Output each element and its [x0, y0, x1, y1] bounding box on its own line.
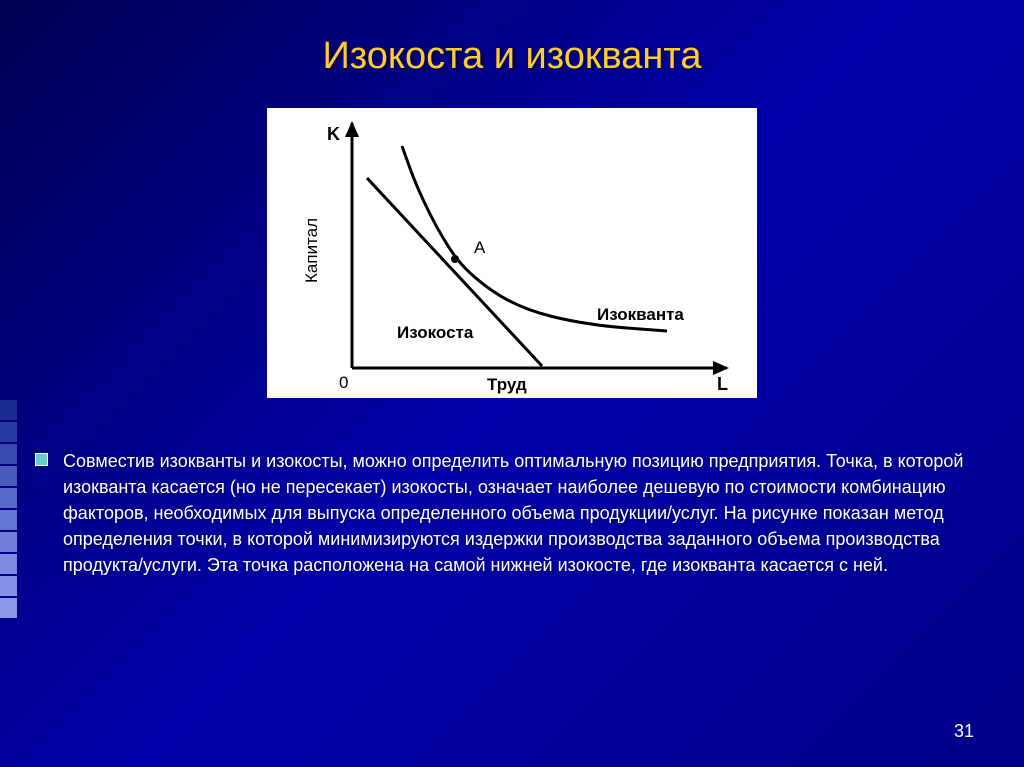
chart-container: K Капитал A Изокоста Изокванта 0 Труд L: [267, 108, 757, 398]
svg-text:K: K: [327, 124, 340, 144]
svg-text:Капитал: Капитал: [302, 218, 321, 283]
svg-text:Труд: Труд: [487, 375, 527, 394]
svg-text:L: L: [717, 374, 728, 394]
slide-title: Изокоста и изокванта: [0, 0, 1024, 78]
side-decoration: [0, 400, 17, 620]
svg-text:Изокоста: Изокоста: [397, 323, 474, 342]
svg-text:Изокванта: Изокванта: [597, 305, 684, 324]
body-text: Совместив изокванты и изокосты, можно оп…: [63, 448, 989, 578]
bullet-row: Совместив изокванты и изокосты, можно оп…: [35, 448, 989, 578]
page-number: 31: [954, 721, 974, 742]
chart-svg: K Капитал A Изокоста Изокванта 0 Труд L: [267, 108, 757, 398]
svg-text:A: A: [474, 238, 486, 257]
bullet-icon: [35, 453, 48, 466]
svg-text:0: 0: [339, 373, 348, 392]
